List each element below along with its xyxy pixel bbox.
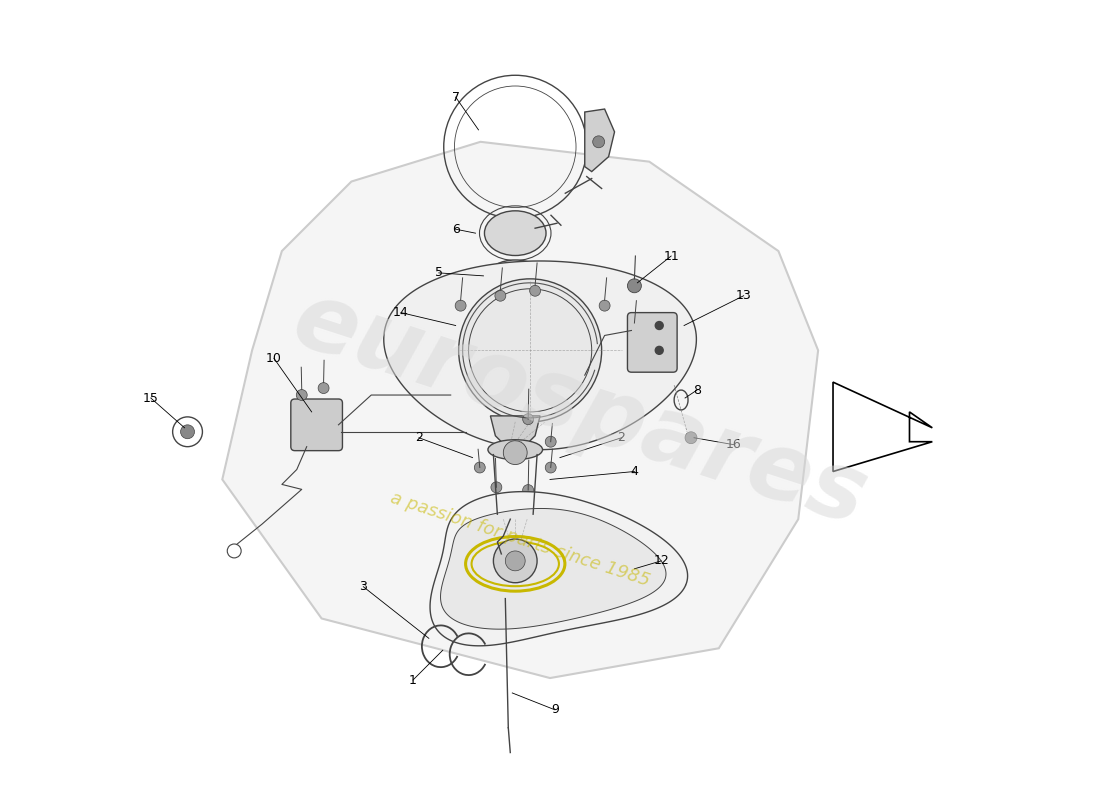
Text: eurospares: eurospares [282, 274, 878, 546]
Circle shape [656, 346, 663, 354]
Text: 3: 3 [360, 580, 367, 593]
Polygon shape [384, 261, 696, 450]
Ellipse shape [488, 440, 542, 459]
Circle shape [546, 436, 557, 447]
Text: 13: 13 [736, 290, 751, 302]
Circle shape [529, 286, 540, 296]
Circle shape [546, 462, 557, 473]
Circle shape [495, 290, 506, 301]
Circle shape [505, 551, 525, 571]
Text: 11: 11 [663, 250, 679, 262]
Text: 8: 8 [693, 383, 701, 397]
Text: 5: 5 [434, 266, 443, 279]
Circle shape [296, 390, 307, 401]
Circle shape [455, 300, 466, 311]
Circle shape [318, 382, 329, 394]
Text: 15: 15 [143, 391, 158, 405]
Text: a passion for parts since 1985: a passion for parts since 1985 [388, 489, 652, 590]
Circle shape [522, 485, 534, 495]
FancyBboxPatch shape [627, 313, 678, 372]
Polygon shape [585, 109, 615, 171]
Circle shape [522, 414, 534, 425]
Text: 12: 12 [653, 554, 669, 567]
Circle shape [491, 482, 502, 493]
Ellipse shape [488, 260, 542, 292]
Circle shape [459, 279, 602, 422]
Circle shape [474, 462, 485, 473]
Circle shape [627, 279, 641, 293]
Text: 4: 4 [630, 465, 638, 478]
Polygon shape [491, 416, 540, 446]
Circle shape [600, 300, 610, 311]
Circle shape [593, 136, 605, 148]
Polygon shape [440, 509, 666, 629]
Ellipse shape [496, 507, 535, 521]
Polygon shape [430, 492, 688, 646]
Circle shape [685, 432, 697, 444]
Text: 16: 16 [726, 438, 741, 451]
Circle shape [656, 322, 663, 330]
Text: 2: 2 [617, 431, 626, 444]
Text: 1: 1 [409, 674, 417, 686]
Circle shape [180, 425, 195, 438]
Circle shape [494, 539, 537, 582]
Text: 9: 9 [551, 703, 559, 716]
Circle shape [504, 441, 527, 465]
Text: 2: 2 [415, 431, 422, 444]
Text: 6: 6 [452, 222, 460, 236]
FancyBboxPatch shape [290, 399, 342, 450]
Text: 10: 10 [266, 352, 282, 365]
Circle shape [629, 323, 640, 334]
Polygon shape [222, 142, 818, 678]
Ellipse shape [484, 211, 546, 255]
Text: 7: 7 [452, 90, 460, 104]
Text: 14: 14 [393, 306, 409, 319]
